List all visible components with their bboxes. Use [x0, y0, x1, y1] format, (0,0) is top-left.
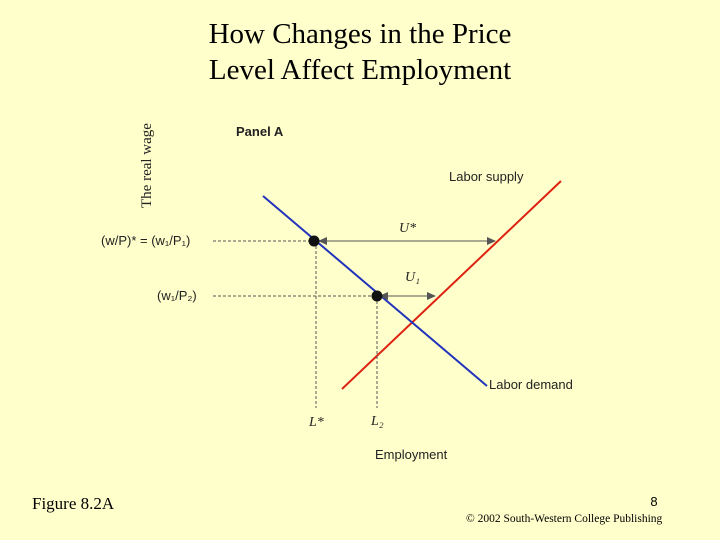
employment-low-label: L₂ [370, 414, 384, 429]
slide-title: How Changes in the Price Level Affect Em… [0, 16, 720, 88]
unemployment-low-arrow [379, 292, 436, 300]
y-axis-label: The real wage [139, 123, 155, 208]
title-line-2: Level Affect Employment [208, 54, 512, 86]
unemployment-high-label: U* [399, 221, 416, 236]
x-axis-label: Employment [375, 447, 448, 462]
labor-demand-label: Labor demand [489, 377, 573, 392]
labor-supply-curve [341, 180, 562, 390]
equilibrium-point-high [308, 235, 320, 247]
unemployment-high-arrow [318, 237, 496, 245]
panel-label: Panel A [236, 124, 284, 139]
page-number: 8 [650, 494, 658, 509]
figure-label: Figure 8.2A [32, 494, 115, 513]
title-line-1: How Changes in the Price [208, 18, 512, 50]
labor-supply-label: Labor supply [449, 169, 524, 184]
equilibrium-point-low [371, 290, 383, 302]
wage-low-label: (w₁/P₂) [157, 288, 197, 303]
wage-high-label: (w/P)* = (w₁/P₁) [101, 233, 190, 248]
employment-high-label: L* [308, 415, 324, 430]
copyright-notice: © 2002 South-Western College Publishing [466, 513, 663, 525]
unemployment-low-label: U₁ [405, 270, 420, 285]
